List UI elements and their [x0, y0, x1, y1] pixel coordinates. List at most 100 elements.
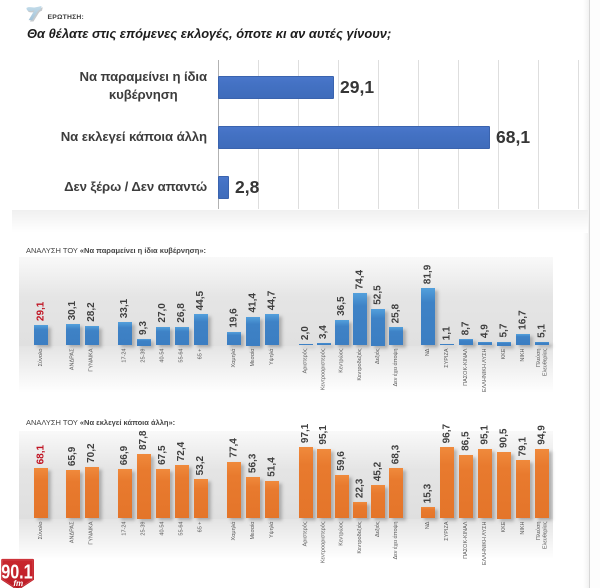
svg-text:4,9: 4,9 — [480, 324, 491, 338]
svg-text:17-24: 17-24 — [122, 349, 128, 363]
svg-text:68,3: 68,3 — [391, 444, 402, 464]
svg-text:ΕΛΛΗΝΙΚΗ ΛΥΣΗ: ΕΛΛΗΝΙΚΗ ΛΥΣΗ — [482, 521, 488, 565]
svg-text:ΑΝΔΡΑΣ: ΑΝΔΡΑΣ — [70, 348, 76, 370]
svg-text:Σύνολο: Σύνολο — [37, 522, 44, 540]
svg-text:ΝΔ: ΝΔ — [425, 521, 431, 529]
svg-text:Δεξιός: Δεξιός — [374, 348, 381, 364]
svg-text:66,9: 66,9 — [119, 445, 130, 465]
svg-text:65 +: 65 + — [198, 349, 204, 360]
svg-text:45,2: 45,2 — [372, 461, 383, 481]
svg-text:79,1: 79,1 — [518, 436, 529, 456]
svg-text:Μεσαία: Μεσαία — [250, 521, 256, 540]
svg-text:97,1: 97,1 — [300, 423, 311, 443]
svg-text:15,3: 15,3 — [423, 483, 434, 503]
svg-text:Ελευθερίας: Ελευθερίας — [542, 348, 548, 376]
svg-text:ΣΥΡΙΖΑ: ΣΥΡΙΖΑ — [444, 521, 450, 541]
svg-text:Πλεύση: Πλεύση — [535, 349, 542, 368]
svg-text:40-54: 40-54 — [160, 522, 166, 536]
svg-text:Πλεύση: Πλεύση — [535, 522, 542, 541]
svg-text:ΓΥΝΑΙΚΑ: ΓΥΝΑΙΚΑ — [89, 521, 95, 545]
svg-text:5,7: 5,7 — [499, 323, 510, 337]
svg-text:9,3: 9,3 — [138, 321, 149, 335]
svg-text:36,5: 36,5 — [336, 296, 347, 316]
svg-text:87,8: 87,8 — [138, 430, 149, 450]
svg-text:25,8: 25,8 — [391, 303, 402, 323]
svg-text:ΣΥΡΙΖΑ: ΣΥΡΙΖΑ — [444, 348, 450, 368]
svg-text:67,5: 67,5 — [157, 445, 168, 465]
svg-text:1,1: 1,1 — [442, 326, 453, 340]
svg-text:Κεντροδεξιός: Κεντροδεξιός — [356, 521, 363, 553]
svg-text:51,4: 51,4 — [266, 457, 277, 477]
svg-text:17-24: 17-24 — [122, 522, 128, 536]
svg-text:2,0: 2,0 — [300, 326, 311, 340]
svg-text:90.1: 90.1 — [1, 562, 33, 584]
svg-text:Μεσαία: Μεσαία — [250, 348, 256, 367]
svg-text:65 +: 65 + — [198, 522, 204, 533]
svg-text:Κεντροαριστερός: Κεντροαριστερός — [320, 521, 327, 563]
svg-text:ΝΙΚΗ: ΝΙΚΗ — [520, 521, 526, 534]
svg-text:44,7: 44,7 — [266, 290, 277, 310]
svg-text:96,7: 96,7 — [442, 423, 453, 443]
svg-text:53,2: 53,2 — [195, 455, 206, 475]
svg-text:ΕΛΛΗΝΙΚΗ ΛΥΣΗ: ΕΛΛΗΝΙΚΗ ΛΥΣΗ — [482, 348, 488, 392]
svg-text:52,5: 52,5 — [372, 285, 383, 305]
svg-text:25-39: 25-39 — [141, 349, 147, 363]
svg-text:fm: fm — [13, 579, 23, 588]
svg-text:33,1: 33,1 — [119, 298, 130, 318]
svg-text:74,4: 74,4 — [354, 269, 365, 289]
svg-text:77,4: 77,4 — [228, 438, 239, 458]
svg-text:65,9: 65,9 — [67, 446, 78, 466]
svg-text:26,8: 26,8 — [176, 303, 187, 323]
svg-text:ΚΚΕ: ΚΚΕ — [501, 348, 507, 359]
svg-text:ΑΝΔΡΑΣ: ΑΝΔΡΑΣ — [70, 521, 76, 543]
svg-text:28,2: 28,2 — [86, 302, 97, 322]
svg-text:8,7: 8,7 — [461, 321, 472, 335]
svg-text:Αριστερός: Αριστερός — [302, 521, 309, 546]
svg-text:3,4: 3,4 — [318, 325, 329, 339]
svg-text:Δεν έχει άποψη: Δεν έχει άποψη — [392, 522, 399, 560]
svg-text:22,3: 22,3 — [354, 478, 365, 498]
svg-text:ΝΙΚΗ: ΝΙΚΗ — [520, 348, 526, 361]
svg-text:55-64: 55-64 — [179, 349, 185, 363]
svg-text:95,1: 95,1 — [318, 425, 329, 445]
svg-text:5,1: 5,1 — [537, 324, 548, 338]
svg-text:94,9: 94,9 — [537, 425, 548, 445]
svg-text:Δεν έχει άποψη: Δεν έχει άποψη — [392, 349, 399, 387]
svg-text:ΠΑΣΟΚ-ΚΙΝΑΛ: ΠΑΣΟΚ-ΚΙΝΑΛ — [463, 521, 469, 559]
svg-text:Χαμηλά: Χαμηλά — [230, 521, 237, 541]
svg-text:25-39: 25-39 — [141, 522, 147, 536]
svg-text:Κεντρώος: Κεντρώος — [338, 521, 345, 546]
svg-text:ΝΔ: ΝΔ — [425, 348, 431, 356]
svg-text:Κεντρώος: Κεντρώος — [338, 348, 345, 373]
svg-text:30,1: 30,1 — [67, 300, 78, 320]
svg-text:19,6: 19,6 — [228, 308, 239, 328]
svg-text:95,1: 95,1 — [480, 425, 491, 445]
svg-text:27,0: 27,0 — [157, 303, 168, 323]
svg-text:70,2: 70,2 — [86, 443, 97, 463]
svg-text:29,1: 29,1 — [36, 301, 47, 321]
svg-text:86,5: 86,5 — [461, 431, 472, 451]
svg-text:ΚΚΕ: ΚΚΕ — [501, 521, 507, 532]
svg-text:59,6: 59,6 — [336, 451, 347, 471]
svg-text:ΠΑΣΟΚ-ΚΙΝΑΛ: ΠΑΣΟΚ-ΚΙΝΑΛ — [463, 348, 469, 386]
svg-text:16,7: 16,7 — [518, 310, 529, 330]
svg-text:68,1: 68,1 — [36, 444, 47, 464]
svg-text:Ελευθερίας: Ελευθερίας — [542, 521, 548, 549]
svg-text:Δεξιός: Δεξιός — [374, 521, 381, 537]
svg-text:Κεντροδεξιός: Κεντροδεξιός — [356, 348, 363, 380]
svg-text:Χαμηλά: Χαμηλά — [230, 348, 237, 368]
svg-text:55-64: 55-64 — [179, 522, 185, 536]
svg-text:Αριστερός: Αριστερός — [302, 348, 309, 373]
svg-text:72,4: 72,4 — [176, 441, 187, 461]
svg-text:81,9: 81,9 — [423, 264, 434, 284]
svg-text:40-54: 40-54 — [160, 349, 166, 363]
svg-text:Υψηλά: Υψηλά — [268, 521, 275, 538]
svg-text:Υψηλά: Υψηλά — [268, 348, 275, 365]
svg-text:56,3: 56,3 — [247, 453, 258, 473]
svg-text:41,4: 41,4 — [247, 293, 258, 313]
svg-text:Κεντροαριστερός: Κεντροαριστερός — [320, 348, 327, 390]
svg-text:44,5: 44,5 — [195, 290, 206, 310]
svg-text:Σύνολο: Σύνολο — [37, 349, 44, 367]
svg-text:90,5: 90,5 — [499, 428, 510, 448]
svg-text:ΓΥΝΑΙΚΑ: ΓΥΝΑΙΚΑ — [89, 348, 95, 372]
